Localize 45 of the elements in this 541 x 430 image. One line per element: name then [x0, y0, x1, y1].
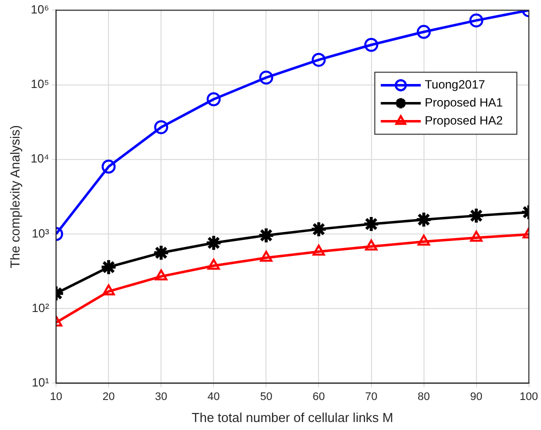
point	[259, 70, 274, 85]
point	[418, 234, 430, 246]
x-tick-label: 80	[418, 390, 430, 403]
point	[365, 239, 378, 250]
point	[310, 220, 328, 238]
point	[312, 52, 326, 67]
legend-label: Proposed HA1	[424, 96, 504, 110]
point	[312, 244, 325, 256]
point	[362, 216, 380, 233]
x-tick-label: 100	[520, 390, 538, 403]
y-tick-label: 10⁵	[30, 77, 50, 92]
x-axis-title: The total number of cellular links M	[192, 410, 394, 425]
y-tick-label: 10⁶	[30, 2, 50, 17]
point	[416, 24, 431, 39]
point	[102, 284, 115, 296]
y-axis-title: The complexity Analysis)	[7, 125, 22, 268]
y-tick-label: 10⁴	[30, 152, 50, 166]
point	[207, 258, 220, 270]
x-tick-label: 90	[470, 390, 482, 403]
x-tick-label: 30	[155, 390, 168, 403]
x-tick-label: 60	[312, 390, 325, 403]
y-tick-label: 10²	[32, 300, 50, 315]
point	[364, 38, 378, 52]
point	[415, 211, 432, 228]
point	[102, 160, 116, 174]
legend-label: Proposed HA2	[424, 114, 504, 128]
point	[470, 230, 482, 242]
point	[468, 207, 485, 224]
point	[100, 258, 118, 276]
point	[154, 120, 168, 134]
point	[469, 13, 484, 28]
y-tick-label: 10¹	[32, 376, 50, 390]
y-tick-label: 10³	[32, 226, 50, 240]
x-tick-label: 10	[50, 390, 62, 403]
x-tick-label: 70	[365, 390, 378, 403]
x-tick-label: 50	[260, 390, 272, 403]
point	[206, 92, 221, 106]
point	[258, 226, 275, 244]
x-tick-label: 40	[208, 390, 220, 403]
point	[260, 250, 272, 262]
point	[154, 269, 168, 280]
point	[152, 244, 170, 262]
legend-label: Tuong2017	[424, 78, 486, 92]
x-tick-label: 20	[102, 390, 115, 403]
point	[205, 234, 222, 252]
